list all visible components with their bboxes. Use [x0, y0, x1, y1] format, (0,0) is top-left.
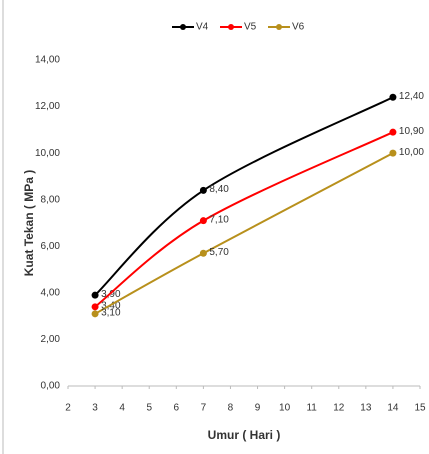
- x-tick-label: 10: [279, 403, 291, 414]
- x-tick-label: 13: [360, 403, 372, 414]
- legend-label: V6: [292, 22, 305, 33]
- x-tick-label: 5: [146, 403, 152, 414]
- x-tick-label: 7: [201, 403, 207, 414]
- data-label: 10,00: [399, 147, 424, 158]
- x-axis-title: Umur ( Hari ): [208, 428, 281, 442]
- x-tick-label: 9: [255, 403, 261, 414]
- legend-label: V4: [196, 22, 209, 33]
- data-point: [389, 94, 396, 101]
- legend-label: V5: [244, 22, 257, 33]
- x-tick-label: 8: [228, 403, 234, 414]
- x-tick-label: 12: [333, 403, 345, 414]
- data-label: 10,90: [399, 126, 424, 137]
- y-tick-label: 12,00: [35, 101, 60, 112]
- legend-marker: [180, 24, 186, 30]
- data-point: [92, 292, 99, 299]
- legend-marker: [228, 24, 234, 30]
- legend-marker: [276, 24, 282, 30]
- data-point: [389, 129, 396, 136]
- data-label: 8,40: [209, 184, 229, 195]
- data-point: [200, 250, 207, 257]
- x-tick-label: 14: [387, 403, 399, 414]
- data-point: [92, 303, 99, 310]
- data-label: 7,10: [209, 214, 229, 225]
- y-axis-title: Kuat Tekan ( MPa ): [22, 170, 36, 276]
- x-tick-label: 4: [119, 403, 125, 414]
- chart: Kuat Tekan ( MPa ) Umur ( Hari ) 0,00 2,0…: [0, 0, 429, 454]
- data-point: [389, 150, 396, 157]
- x-tick-label: 6: [174, 403, 180, 414]
- y-tick-label: 2,00: [41, 334, 61, 345]
- data-label: 12,40: [399, 91, 424, 102]
- y-tick-label: 0,00: [41, 381, 61, 392]
- data-point: [92, 310, 99, 317]
- y-tick-label: 6,00: [41, 241, 61, 252]
- y-tick-label: 8,00: [41, 194, 61, 205]
- x-tick-label: 2: [65, 403, 71, 414]
- data-label: 3,10: [101, 307, 121, 318]
- x-tick-label: 3: [92, 403, 98, 414]
- y-tick-label: 4,00: [41, 287, 61, 298]
- y-tick-label: 10,00: [35, 148, 60, 159]
- data-point: [200, 217, 207, 224]
- data-point: [200, 187, 207, 194]
- y-tick-label: 14,00: [35, 55, 60, 66]
- x-tick-label: 15: [414, 403, 426, 414]
- x-tick-label: 11: [306, 403, 317, 414]
- data-label: 5,70: [209, 247, 229, 258]
